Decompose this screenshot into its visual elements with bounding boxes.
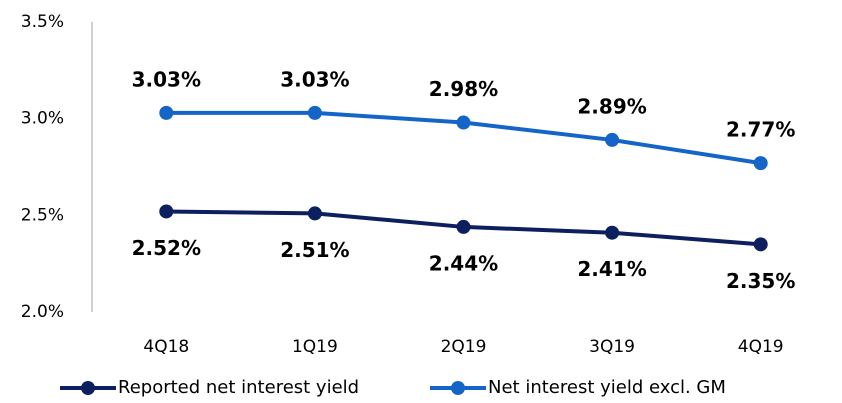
y-tick-label: 2.5% bbox=[21, 205, 64, 225]
point bbox=[456, 115, 471, 130]
x-tick-label: 4Q19 bbox=[738, 337, 784, 357]
legend-label: Net interest yield excl. GM bbox=[488, 377, 726, 398]
data-label: 3.03% bbox=[132, 67, 201, 91]
data-label: 2.51% bbox=[280, 238, 349, 262]
point bbox=[605, 132, 620, 147]
data-label: 2.52% bbox=[132, 236, 201, 260]
point bbox=[307, 206, 322, 221]
data-label: 2.77% bbox=[726, 118, 795, 142]
legend-label: Reported net interest yield bbox=[118, 377, 359, 398]
x-tick-label: 1Q19 bbox=[292, 337, 338, 357]
legend-marker bbox=[81, 381, 95, 395]
point bbox=[159, 105, 174, 120]
data-label: 2.89% bbox=[577, 94, 646, 118]
point bbox=[456, 219, 471, 234]
x-tick-label: 2Q19 bbox=[441, 337, 487, 357]
point bbox=[753, 156, 768, 171]
y-tick-label: 2.0% bbox=[21, 302, 64, 322]
data-label: 2.41% bbox=[577, 257, 646, 281]
y-tick-label: 3.5% bbox=[21, 12, 64, 32]
x-tick-label: 4Q18 bbox=[143, 337, 189, 357]
legend-marker bbox=[451, 381, 465, 395]
y-tick-label: 3.0% bbox=[21, 109, 64, 129]
point bbox=[605, 225, 620, 240]
point bbox=[753, 237, 768, 252]
data-label: 3.03% bbox=[280, 67, 349, 91]
data-label: 2.98% bbox=[429, 77, 498, 101]
data-label: 2.35% bbox=[726, 269, 795, 293]
data-label: 2.44% bbox=[429, 251, 498, 275]
point bbox=[159, 204, 174, 219]
point bbox=[307, 105, 322, 120]
x-tick-label: 3Q19 bbox=[589, 337, 635, 357]
